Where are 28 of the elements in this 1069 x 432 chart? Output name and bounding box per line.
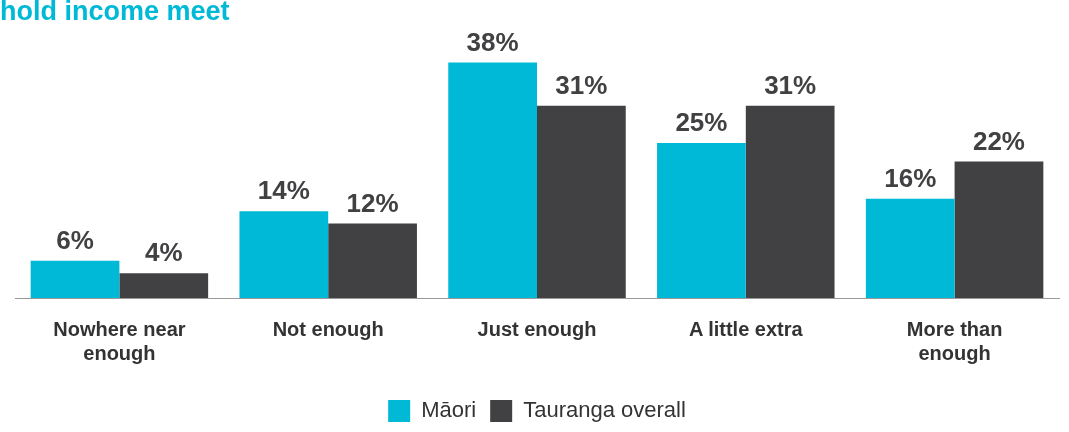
x-tick-label: More than enough	[906, 317, 1003, 364]
data-label: 12%	[346, 187, 399, 218]
bar	[865, 198, 955, 298]
chart-title: hold income meet	[0, 0, 230, 27]
data-label: 31%	[764, 69, 817, 100]
data-label: 4%	[144, 237, 183, 268]
data-label: 38%	[466, 26, 519, 57]
bar	[119, 273, 209, 298]
legend-label: Tauranga overall	[523, 397, 686, 423]
bar	[537, 105, 626, 298]
bar	[328, 223, 417, 298]
data-label: 25%	[675, 107, 728, 138]
bar	[239, 211, 329, 298]
bar	[30, 260, 120, 298]
data-label: 16%	[884, 162, 937, 193]
x-tick-label: A little extra	[688, 317, 804, 340]
bar	[657, 143, 746, 298]
data-label: 6%	[56, 224, 94, 255]
bar	[745, 105, 835, 298]
data-label: 14%	[257, 175, 310, 206]
x-tick-label: Nowhere near enough	[53, 317, 186, 364]
bar	[448, 62, 537, 298]
data-label: 22%	[972, 125, 1025, 156]
bar	[954, 161, 1044, 298]
x-tick-label: Just enough	[477, 317, 597, 340]
data-label: 31%	[555, 69, 608, 100]
legend-label: Māori	[421, 397, 477, 423]
x-tick-label: Not enough	[272, 317, 384, 340]
